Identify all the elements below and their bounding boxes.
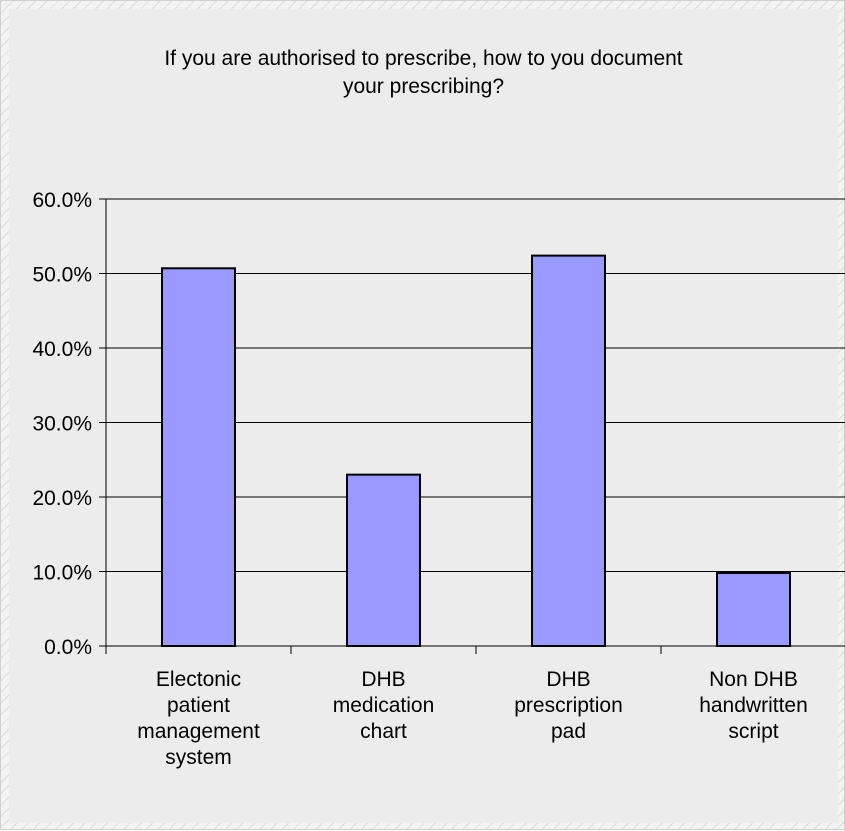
bar (346, 473, 421, 647)
x-category-label: medication (333, 694, 435, 717)
y-tick-label: 0.0% (44, 636, 92, 659)
y-tick-label: 10.0% (32, 562, 92, 585)
y-tick-label: 60.0% (32, 189, 92, 212)
x-category-label: pad (551, 720, 586, 743)
x-category-label: DHB (361, 668, 405, 691)
x-category-label: management (137, 720, 260, 743)
chart-title-line-2: your prescribing? (342, 75, 505, 98)
bar (161, 267, 236, 647)
bar (531, 254, 606, 647)
x-category-label: system (165, 746, 232, 769)
x-category-label: chart (360, 720, 407, 743)
x-category-label: script (728, 720, 778, 743)
x-category-label: Non DHB (709, 668, 798, 691)
chart-title-line-1: If you are authorised to prescribe, how … (164, 47, 683, 70)
bar (716, 571, 791, 647)
y-tick-label: 20.0% (32, 487, 92, 510)
x-category-label: handwritten (699, 694, 808, 717)
x-category-label: patient (167, 694, 230, 717)
y-tick-label: 30.0% (32, 413, 92, 436)
y-tick-label: 50.0% (32, 264, 92, 287)
y-tick-label: 40.0% (32, 338, 92, 361)
x-category-label: DHB (546, 668, 590, 691)
chart-title: If you are authorised to prescribe, how … (9, 45, 838, 101)
x-category-label: Electonic (156, 668, 241, 691)
chart-area (9, 9, 838, 823)
x-category-label: prescription (514, 694, 623, 717)
